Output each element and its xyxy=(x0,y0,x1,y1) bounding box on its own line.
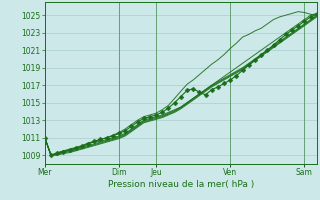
X-axis label: Pression niveau de la mer( hPa ): Pression niveau de la mer( hPa ) xyxy=(108,180,254,189)
